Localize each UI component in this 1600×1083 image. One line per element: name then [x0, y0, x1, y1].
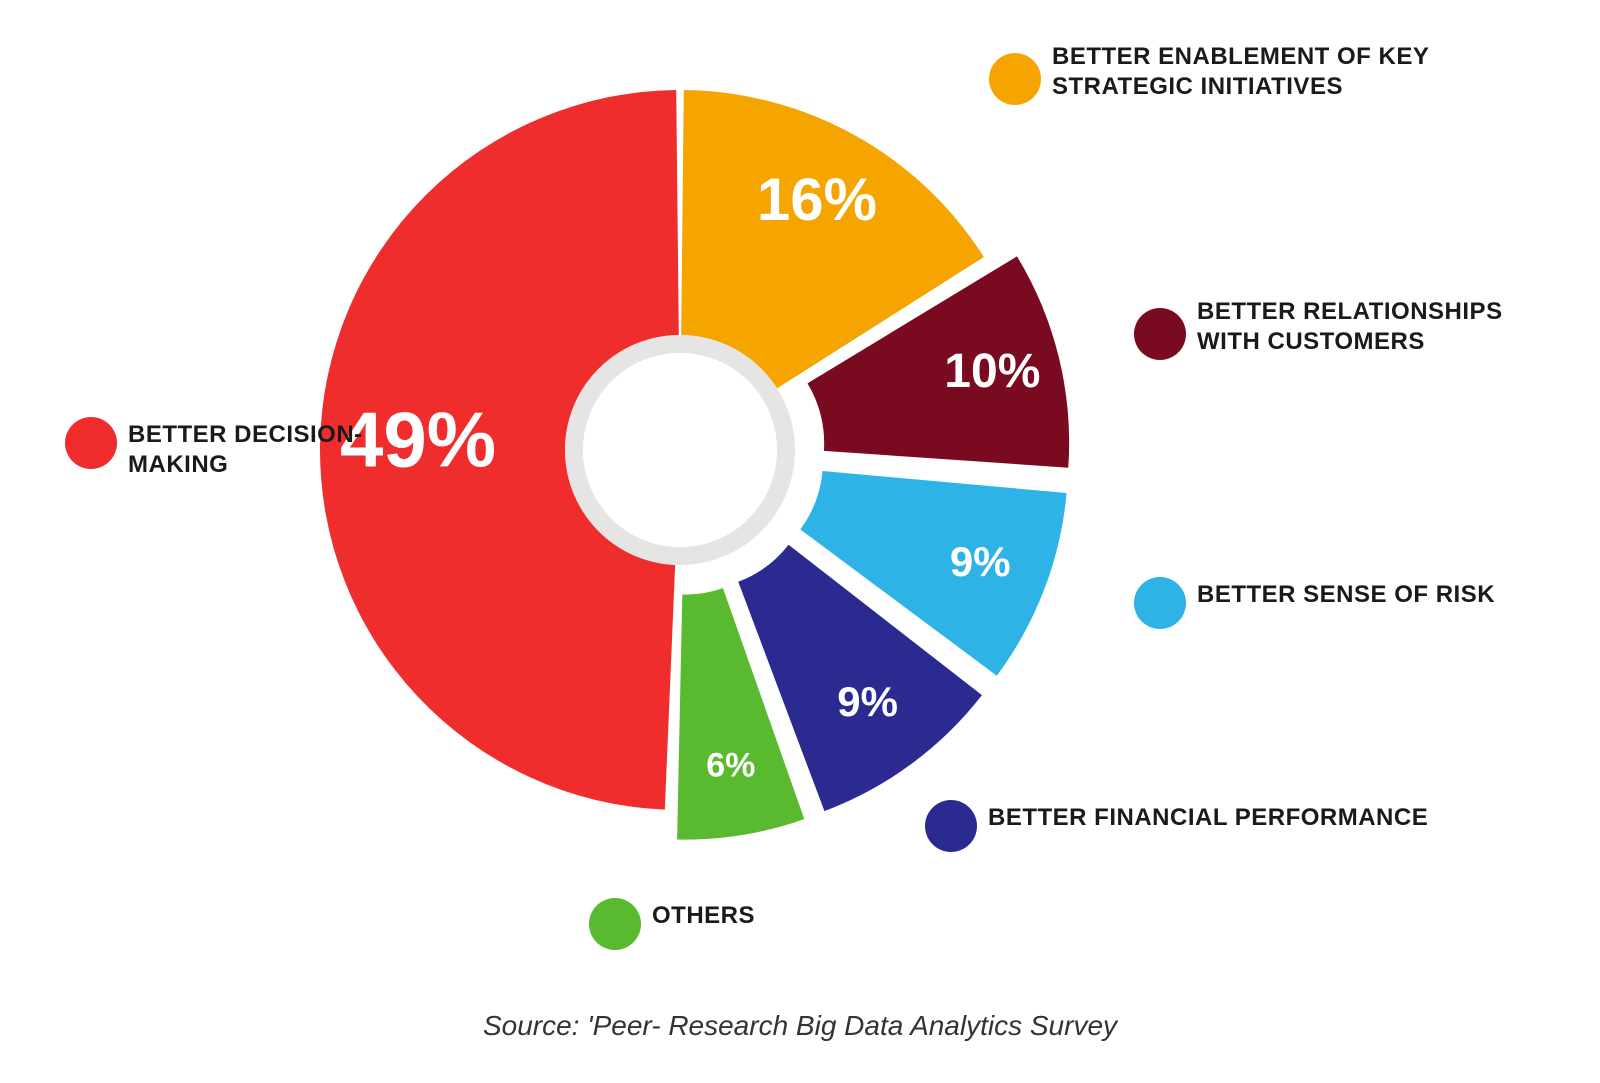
pie-slice-pct-decision-making: 49% — [340, 395, 496, 483]
pie-slice-pct-customer-relationships: 10% — [944, 345, 1040, 398]
legend-dot-financial-performance — [925, 800, 977, 852]
legend-label-decision-making: BETTER DECISION- MAKING — [128, 420, 363, 480]
legend-dot-decision-making — [65, 417, 117, 469]
pie-slice-pct-financial-performance: 9% — [837, 678, 898, 725]
legend-label-others: OTHERS — [652, 901, 755, 931]
pie-slice-pct-strategic-initiatives: 16% — [757, 166, 877, 233]
legend-dot-customer-relationships — [1134, 308, 1186, 360]
pie-chart-container: 16% 10% 9% 9% 6% 49% BETTER DECISION- MAKING B… — [0, 0, 1600, 1083]
legend-label-sense-of-risk: BETTER SENSE OF RISK — [1197, 580, 1495, 610]
source-caption: Source: 'Peer- Research Big Data Analyti… — [430, 1010, 1170, 1042]
legend-label-strategic-initiatives: BETTER ENABLEMENT OF KEY STRATEGIC INITI… — [1052, 42, 1429, 102]
legend-dot-others — [589, 898, 641, 950]
pie-svg: 16% 10% 9% 9% 6% 49% — [0, 0, 1600, 1083]
legend-dot-strategic-initiatives — [989, 53, 1041, 105]
donut-hole — [583, 353, 777, 547]
legend-label-customer-relationships: BETTER RELATIONSHIPS WITH CUSTOMERS — [1197, 297, 1503, 357]
legend-label-financial-performance: BETTER FINANCIAL PERFORMANCE — [988, 803, 1428, 833]
pie-slice-pct-others: 6% — [706, 746, 755, 784]
pie-slice-pct-sense-of-risk: 9% — [950, 538, 1011, 585]
legend-dot-sense-of-risk — [1134, 577, 1186, 629]
